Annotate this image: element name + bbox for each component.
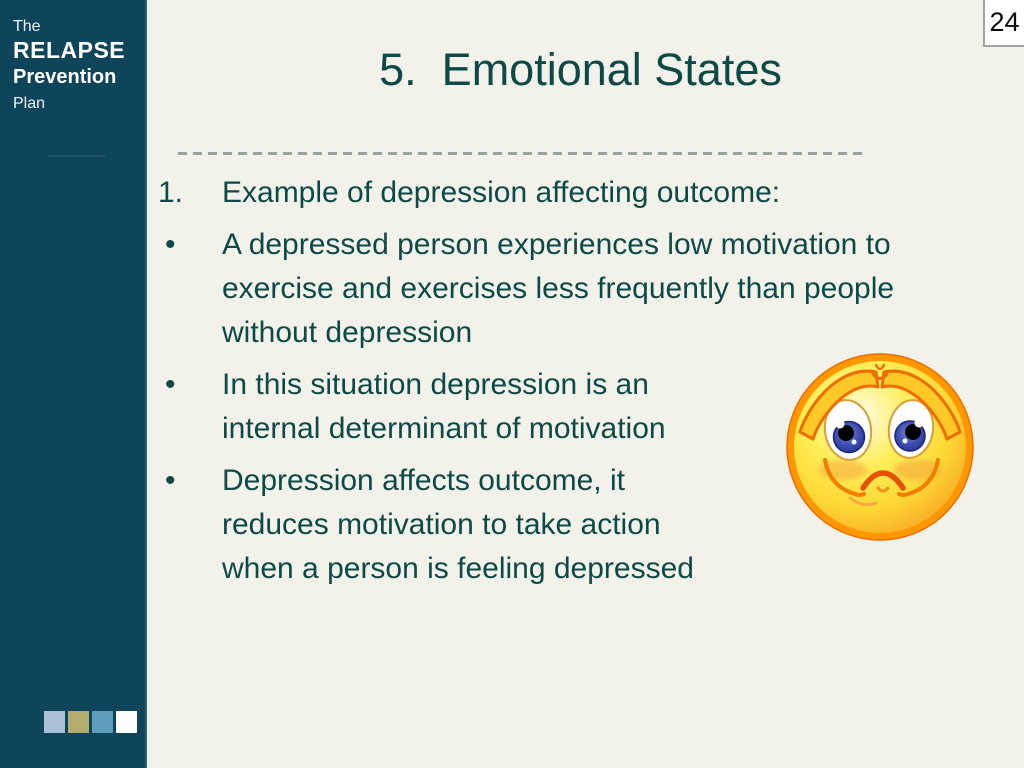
logo-line-prevention: Prevention [13,66,117,89]
eye-right [887,399,935,459]
list-item-bullet: • A depressed person experiences low mot… [158,223,970,355]
sad-face-image [786,353,974,541]
bullet-dot: • [165,228,176,261]
logo-line-relapse: RELAPSE [13,36,126,63]
logo-line-plan: Plan [13,95,46,113]
palette-square-white [116,711,137,733]
logo-ghost-underline [48,155,105,157]
eyebrows [798,363,962,441]
palette-square-light-blue [44,711,65,733]
item-text: In this situation depression is an inter… [222,368,666,445]
list-item-bullet: • In this situation depression is an int… [158,363,970,451]
logo-line-the: The [13,18,41,35]
slide-number-badge: 24 [983,0,1024,47]
item-number: 1. [158,176,184,209]
mouth [823,458,940,507]
dashed-divider [178,152,862,155]
list-item-bullet: • Depression affects outcome, it reduces… [158,459,970,591]
item-text: A depressed person experiences low motiv… [222,228,895,349]
item-text: Depression affects outcome, it reduces m… [222,464,694,585]
list-item-numbered: 1. Example of depression affecting outco… [158,171,970,215]
sidebar: The RELAPSE Prevention Plan [0,0,147,768]
bullet-dot: • [165,464,176,497]
cheek-blush-right [894,460,942,480]
bullet-dot: • [165,368,176,401]
relapse-prevention-plan-logo: The RELAPSE Prevention Plan [13,18,125,113]
palette-squares [44,711,137,733]
eye-left [823,399,873,461]
item-text: Example of depression affecting outcome: [222,176,781,209]
palette-square-olive [68,711,89,733]
slide-title: 5. Emotional States [379,44,782,95]
content-list: 1. Example of depression affecting outco… [158,171,970,599]
face-base [794,361,966,533]
palette-square-steel-blue [92,711,113,733]
